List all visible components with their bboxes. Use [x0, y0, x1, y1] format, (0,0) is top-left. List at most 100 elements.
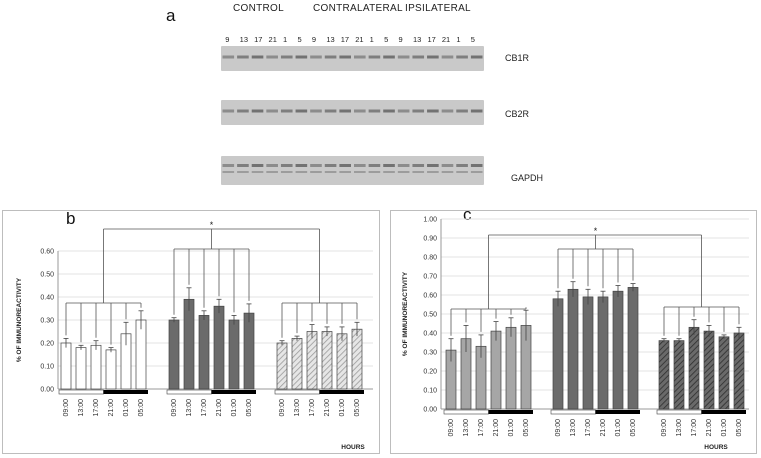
y-tick-label: 0.60 — [423, 293, 437, 300]
bar — [198, 315, 210, 390]
light-phase-bar — [166, 389, 212, 395]
blot-band-lower — [295, 171, 308, 173]
x-tick-label: 01:00 — [339, 399, 346, 417]
blot-band-lower — [412, 171, 425, 173]
lane-label: 5 — [297, 35, 302, 44]
blot-band-lower — [397, 171, 410, 173]
bar — [718, 336, 730, 410]
x-tick-label: 21:00 — [324, 399, 331, 417]
x-tick-label: 21:00 — [706, 419, 713, 437]
x-tick-label: 21:00 — [216, 399, 223, 417]
blot-band — [266, 164, 278, 167]
x-tick-label: 01:00 — [231, 399, 238, 417]
x-tick-label: 13:00 — [294, 399, 301, 417]
y-tick-label: 0.20 — [40, 341, 54, 348]
bar — [243, 312, 255, 390]
blot-band — [339, 55, 351, 59]
panel-letter: c — [463, 211, 472, 224]
group-label-control: CONTROL — [233, 3, 284, 14]
bar — [291, 338, 303, 390]
blot-cb1r — [221, 46, 484, 71]
x-tick-label: 09:00 — [63, 399, 70, 417]
blot-band — [280, 164, 293, 167]
x-tick-label: 13:00 — [570, 419, 577, 437]
blot-band — [295, 109, 308, 113]
x-tick-label: 05:00 — [630, 419, 637, 437]
bar — [276, 342, 288, 390]
y-tick-label: 0.40 — [40, 295, 54, 302]
y-tick-label: 0.50 — [423, 312, 437, 319]
blot-band-lower — [470, 171, 483, 173]
blot-band — [295, 55, 308, 59]
bar — [183, 298, 195, 390]
light-phase-bar — [58, 389, 104, 395]
y-tick-label: 0.40 — [423, 331, 437, 338]
lane-label: 17 — [254, 35, 263, 44]
lane-label: 9 — [311, 35, 317, 44]
blot-band — [470, 109, 483, 113]
x-tick-label: 09:00 — [661, 419, 668, 437]
lane-label: 21 — [268, 35, 277, 44]
blot-band — [456, 164, 468, 167]
blot-band-lower — [251, 171, 264, 173]
bar — [168, 319, 180, 390]
x-axis-label: HOURS — [341, 444, 365, 451]
light-phase-bar — [550, 409, 596, 415]
y-tick-label: 1.00 — [423, 217, 437, 224]
blot-band — [412, 109, 425, 113]
bar — [351, 328, 363, 390]
blot-band — [251, 164, 264, 167]
x-tick-label: 05:00 — [138, 399, 145, 417]
bar — [505, 326, 517, 410]
blot-band-lower — [280, 171, 293, 173]
blot-band — [354, 109, 366, 113]
significance-marker: * — [210, 220, 214, 230]
x-tick-label: 09:00 — [555, 419, 562, 437]
blot-band — [237, 164, 249, 167]
blot-band-lower — [324, 171, 337, 173]
bar — [552, 298, 564, 410]
blot-band-lower — [310, 171, 322, 173]
bar — [90, 344, 102, 390]
y-tick-label: 0.20 — [423, 369, 437, 376]
y-tick-label: 0.90 — [423, 236, 437, 243]
group-label-contralateral: CONTRALATERAL — [313, 3, 403, 14]
blot-band — [412, 55, 425, 59]
blot-band — [383, 164, 395, 167]
x-tick-label: 09:00 — [448, 419, 455, 437]
x-tick-label: 01:00 — [721, 419, 728, 437]
blot-band — [266, 109, 278, 113]
x-tick-label: 05:00 — [523, 419, 530, 437]
dark-phase-bar — [595, 410, 640, 414]
x-tick-label: 17:00 — [691, 419, 698, 437]
lane-label: 13 — [413, 35, 422, 44]
blot-band — [324, 109, 337, 113]
blot-band — [339, 164, 351, 167]
blot-band — [470, 164, 483, 167]
blot-band-lower — [266, 171, 278, 173]
dark-phase-bar — [701, 410, 746, 414]
blot-band — [397, 55, 410, 59]
light-phase-bar — [274, 389, 320, 395]
band-label-cb2r: CB2R — [505, 109, 530, 119]
x-tick-label: 17:00 — [309, 399, 316, 417]
blot-band — [368, 164, 381, 167]
blot-band-lower — [368, 171, 381, 173]
blot-band — [456, 109, 468, 113]
blot-band — [251, 55, 264, 59]
x-tick-label: 01:00 — [615, 419, 622, 437]
blot-band-lower — [354, 171, 366, 173]
x-tick-label: 09:00 — [171, 399, 178, 417]
x-tick-label: 13:00 — [676, 419, 683, 437]
blot-band — [427, 164, 439, 167]
y-tick-label: 0.00 — [40, 387, 54, 394]
blot-band — [397, 109, 410, 113]
x-tick-label: 01:00 — [123, 399, 130, 417]
bar — [582, 296, 594, 410]
x-tick-label: 17:00 — [201, 399, 208, 417]
blot-band — [354, 164, 366, 167]
bar — [567, 288, 579, 410]
lane-label: 21 — [441, 35, 451, 44]
x-tick-label: 17:00 — [93, 399, 100, 417]
lane-label: 5 — [470, 35, 475, 44]
